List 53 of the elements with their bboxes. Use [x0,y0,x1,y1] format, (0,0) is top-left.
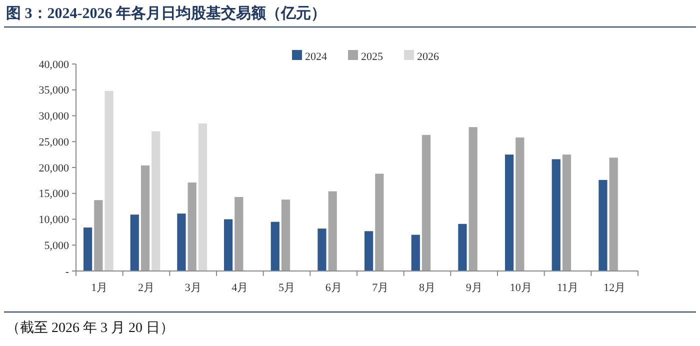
x-tick-label: 10月 [510,282,532,294]
bar [328,191,337,271]
bar [130,214,139,271]
legend-label: 2025 [361,51,384,63]
bar [552,159,560,271]
bar [281,200,290,271]
bar [94,200,103,271]
x-tick-label: 1月 [91,282,108,294]
x-tick-label: 11月 [556,282,579,294]
bar [504,154,514,271]
bar [270,222,280,271]
bar [83,228,92,271]
bar [364,231,374,271]
y-tick-label: 10,000 [38,214,70,226]
bar [104,90,114,271]
text: （截至 2026 年 3 月 20 日） [6,320,174,336]
legend-label: 2026 [417,51,440,63]
x-tick-label: 2月 [138,282,154,294]
bar [224,219,233,271]
bar [609,158,618,271]
legend-label: 2024 [305,51,328,63]
y-tick-label: 25,000 [38,136,70,148]
chart-title: 图 3：2024-2026 年各月日均股基交易额（亿元） [6,4,326,22]
bar [198,124,208,271]
y-tick-label: 30,000 [38,110,70,123]
x-tick-label: 6月 [325,282,342,294]
bar [375,174,384,271]
bar [598,180,608,271]
y-tick-label: 40,000 [38,58,70,71]
x-tick-label: 8月 [419,282,436,294]
bar [468,127,478,271]
x-tick-label: 4月 [232,282,248,294]
bar [411,234,420,271]
bar [188,182,196,271]
y-tick-label: - [65,266,70,278]
bar [152,131,160,271]
bar [140,165,150,271]
bar [422,134,431,271]
y-tick-label: 5,000 [44,240,70,252]
bar [318,228,326,271]
y-tick-label: 35,000 [38,84,70,97]
y-tick-label: 20,000 [38,162,70,174]
x-tick-label: 7月 [372,282,389,294]
bar [177,214,186,271]
bar [458,224,467,271]
x-tick-label: 5月 [278,282,295,294]
x-tick-label: 9月 [466,282,482,294]
x-tick-label: 12月 [604,282,626,294]
bar [516,137,524,271]
x-tick-label: 3月 [184,282,202,294]
bar [562,154,572,271]
y-tick-label: 15,000 [38,188,70,200]
bar [234,196,244,271]
